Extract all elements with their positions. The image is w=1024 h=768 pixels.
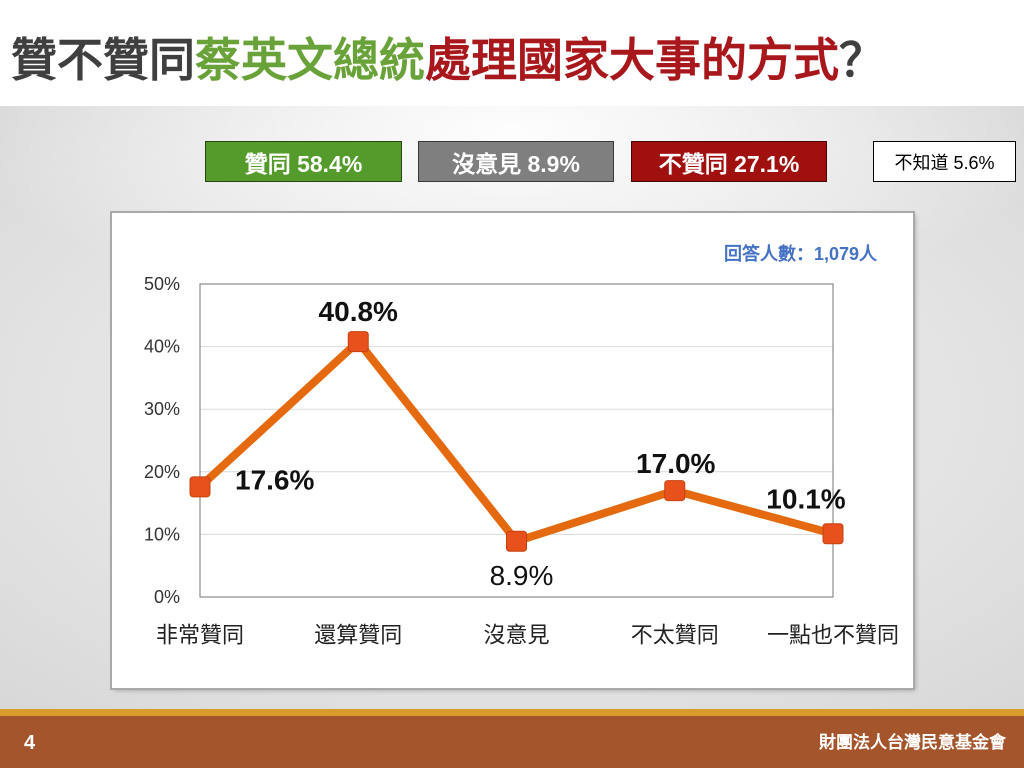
x-tick-label: 不太贊同 [631, 623, 719, 648]
data-point-marker [664, 480, 686, 502]
data-point-marker [822, 523, 844, 545]
summary-dont-know-box: 不知道 5.6% [873, 141, 1016, 182]
data-label: 17.6% [235, 464, 314, 495]
data-point-markers [189, 331, 844, 552]
summary-no-opinion-box: 沒意見 8.9% [418, 141, 614, 182]
title-area: 贊不贊同蔡英文總統處理國家大事的方式？ [0, 0, 1024, 106]
gridlines [200, 346, 833, 535]
y-tick-label: 20% [144, 462, 180, 482]
plot-area-frame [199, 283, 834, 598]
y-axis-tick-labels: 0% 10% 20% 30% 40% 50% [144, 274, 180, 607]
title-segment-affairs: 處理國家大事的方式 [425, 34, 839, 86]
title-segment-president: 蔡英文總統 [195, 34, 425, 86]
x-tick-label: 一點也不贊同 [767, 623, 899, 648]
page-number: 4 [24, 732, 36, 754]
x-tick-label: 非常贊同 [156, 623, 244, 648]
data-label: 17.0% [636, 448, 715, 479]
organization-name: 財團法人台灣民意基金會 [819, 733, 1006, 752]
data-point-marker [506, 530, 527, 552]
data-label: 8.9% [490, 560, 554, 591]
title-segment-neutral: 贊不贊同 [11, 34, 195, 86]
y-tick-label: 40% [144, 337, 180, 357]
title-question-mark: ？ [839, 34, 885, 86]
data-labels: 17.6% 40.8% 8.9% 17.0% 10.1% [235, 296, 846, 591]
footer-band [0, 716, 1024, 768]
x-axis-tick-labels: 非常贊同 還算贊同 沒意見 不太贊同 一點也不贊同 [156, 623, 899, 648]
y-tick-label: 0% [154, 587, 180, 607]
y-tick-label: 50% [144, 274, 180, 294]
data-label: 10.1% [766, 483, 845, 514]
data-point-marker [189, 476, 211, 498]
x-tick-label: 還算贊同 [314, 623, 402, 648]
chart-panel: 0% 10% 20% 30% 40% 50% 非常贊同 還算贊同 沒意見 不太贊同 一點也不贊同 17… [112, 213, 913, 688]
series-line [196, 337, 837, 546]
y-tick-label: 10% [144, 524, 180, 544]
y-tick-label: 30% [144, 399, 180, 419]
summary-approve-box: 贊同 58.4% [205, 141, 402, 182]
footer-stripe [0, 709, 1024, 716]
line-chart: 0% 10% 20% 30% 40% 50% 非常贊同 還算贊同 沒意見 不太贊同 一點也不贊同 17… [144, 274, 899, 648]
data-label: 40.8% [319, 296, 398, 327]
x-tick-label: 沒意見 [483, 623, 549, 648]
summary-disapprove-box: 不贊同 27.1% [631, 141, 827, 182]
respondent-count: 回答人數：1,079人 [723, 244, 877, 264]
slide-title: 贊不贊同蔡英文總統處理國家大事的方式？ [11, 33, 1016, 87]
data-point-marker [347, 331, 369, 353]
